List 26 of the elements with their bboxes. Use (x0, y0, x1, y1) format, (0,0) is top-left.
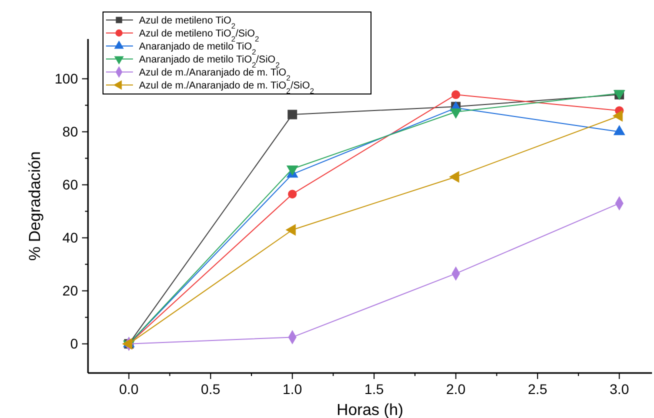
point (288, 110, 298, 120)
point (451, 90, 460, 100)
point (612, 110, 623, 122)
y-tick-label: 60 (62, 176, 78, 193)
x-tick-label: 3.0 (610, 381, 630, 397)
y-tick-label: 80 (62, 124, 78, 140)
x-tick-label: 0.0 (119, 381, 139, 397)
y-tick-label: 20 (62, 282, 78, 299)
x-tick-label: 2.5 (528, 381, 548, 397)
x-axis-title: Horas (h) (336, 402, 404, 418)
x-tick-label: 2.0 (446, 381, 466, 397)
legend-label: Azul de m./Anaranjado de m. TiO$_{2}$ (139, 68, 290, 82)
legend-label: Anaranjado de metilo TiO$_{2}$ (139, 42, 256, 56)
legend-label: Azul de metileno TiO$_{2}$ (139, 16, 236, 30)
x-tick-label: 1.5 (364, 381, 384, 397)
x-tick-label: 0.5 (200, 381, 221, 397)
legend-label: Azul de m./Anaranjado de m. TiO$_{2}$/SiO$_{2}$ (139, 80, 314, 95)
point (288, 190, 297, 198)
y-tick-label: 0 (70, 336, 78, 352)
legend-label: Anaranjado de metilo TiO$_{2}$/SiO$_{2}$ (139, 54, 280, 69)
y-tick-label: 100 (54, 70, 78, 87)
x-tick-label: 1.0 (282, 381, 302, 397)
point (449, 170, 460, 183)
y-tick-label: 40 (62, 230, 78, 246)
legend-label: Azul de metileno TiO$_{2}$/SiO$_{2}$ (139, 28, 260, 43)
y-axis-title: % Degradación (27, 151, 44, 261)
